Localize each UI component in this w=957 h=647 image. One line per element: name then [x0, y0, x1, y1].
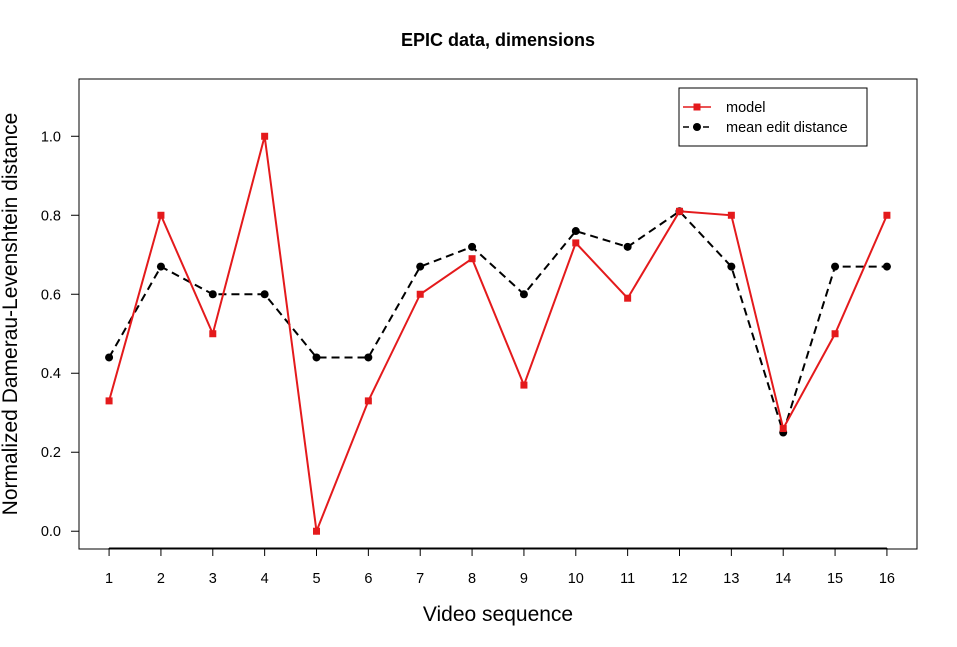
- legend-label-model: model: [726, 100, 766, 116]
- y-tick-label: 0.4: [41, 366, 61, 382]
- y-tick-label: 0.0: [41, 524, 61, 540]
- data-point-model: [572, 239, 580, 247]
- data-point-mean-edit-distance: [623, 242, 632, 251]
- x-tick-label: 13: [723, 571, 739, 587]
- data-point-mean-edit-distance: [416, 262, 425, 271]
- data-point-mean-edit-distance: [312, 353, 321, 362]
- data-point-mean-edit-distance: [364, 353, 373, 362]
- series-line-mean-edit-distance: [108, 209, 887, 436]
- x-tick-label: 6: [364, 571, 372, 587]
- x-tick-label: 8: [468, 571, 476, 587]
- x-axis-label: Video sequence: [423, 603, 573, 626]
- x-tick-label: 10: [568, 571, 584, 587]
- data-point-model: [779, 425, 787, 433]
- data-point-mean-edit-distance: [727, 262, 736, 271]
- data-point-model: [675, 207, 683, 215]
- data-point-mean-edit-distance: [571, 227, 580, 236]
- data-point-model: [157, 211, 165, 219]
- x-tick-label: 3: [209, 571, 217, 587]
- x-tick-label: 14: [775, 571, 791, 587]
- legend-marker-model: [693, 103, 701, 111]
- chart-title: EPIC data, dimensions: [401, 30, 595, 50]
- data-point-model: [261, 132, 269, 140]
- x-tick-label: 15: [827, 571, 843, 587]
- x-axis: 1 2 3 4 5 6 7 8 9 10 11 12 13 14 15 16: [105, 547, 895, 587]
- x-tick-label: 5: [312, 571, 320, 587]
- x-tick-label: 1: [105, 571, 113, 587]
- data-point-mean-edit-distance: [156, 262, 165, 271]
- series-model: [105, 132, 891, 536]
- x-tick-label: 4: [261, 571, 269, 587]
- data-point-mean-edit-distance: [208, 290, 217, 299]
- legend-box: [678, 87, 868, 147]
- x-tick-label: 16: [879, 571, 895, 587]
- data-point-mean-edit-distance: [831, 262, 840, 271]
- x-tick-label: 9: [520, 571, 528, 587]
- y-tick-label: 0.2: [41, 445, 61, 461]
- y-tick-label: 1.0: [41, 129, 61, 145]
- data-point-model: [624, 294, 632, 302]
- data-point-model: [883, 211, 891, 219]
- legend-label-mean-edit-distance: mean edit distance: [726, 120, 848, 136]
- data-point-model: [468, 255, 476, 263]
- x-tick-label: 11: [620, 571, 635, 587]
- data-point-mean-edit-distance: [468, 242, 477, 251]
- series-layer: [105, 132, 891, 536]
- data-point-model: [105, 397, 113, 405]
- data-point-mean-edit-distance: [882, 262, 891, 271]
- series-line-model: [108, 136, 888, 536]
- data-point-model: [364, 397, 372, 405]
- y-tick-label: 0.6: [41, 287, 61, 303]
- x-tick-label: 7: [416, 571, 424, 587]
- legend-marker-mean-edit-distance: [693, 123, 701, 131]
- x-tick-label: 12: [671, 571, 687, 587]
- data-point-model: [209, 330, 217, 338]
- data-point-model: [831, 330, 839, 338]
- y-tick-label: 0.8: [41, 208, 61, 224]
- data-point-model: [313, 527, 321, 535]
- x-tick-label: 2: [157, 571, 165, 587]
- data-point-mean-edit-distance: [105, 353, 114, 362]
- data-point-mean-edit-distance: [519, 290, 528, 299]
- y-axis-label: Normalized Damerau-Levenshtein distance: [0, 113, 22, 516]
- data-point-mean-edit-distance: [260, 290, 269, 299]
- legend: model mean edit distance: [678, 87, 868, 147]
- data-point-model: [416, 290, 424, 298]
- y-axis: 0.0 0.2 0.4 0.6 0.8 1.0: [41, 129, 80, 540]
- data-point-model: [520, 381, 528, 389]
- data-point-model: [727, 211, 735, 219]
